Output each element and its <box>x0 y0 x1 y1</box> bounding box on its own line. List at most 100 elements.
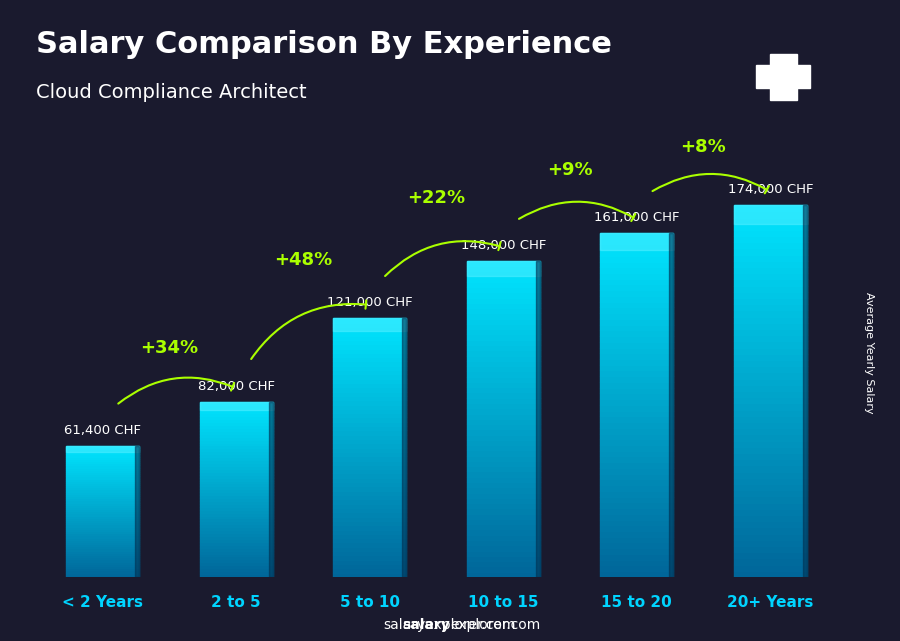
Bar <box>200 469 273 472</box>
Bar <box>200 528 273 530</box>
Bar <box>333 499 407 504</box>
Bar <box>66 509 140 512</box>
Bar <box>66 513 140 515</box>
Bar <box>66 494 140 496</box>
Bar <box>734 428 807 435</box>
Bar <box>333 469 407 474</box>
Bar <box>333 417 407 422</box>
Bar <box>734 236 807 242</box>
Bar <box>333 336 407 340</box>
Bar <box>734 435 807 440</box>
Bar <box>600 422 673 428</box>
Bar <box>200 449 273 451</box>
Bar <box>734 521 807 528</box>
Bar <box>600 376 673 382</box>
Bar <box>600 479 673 485</box>
Bar <box>466 461 540 466</box>
Bar <box>200 402 273 410</box>
Bar <box>466 313 540 319</box>
Bar <box>600 560 673 565</box>
Bar <box>756 65 810 88</box>
Bar <box>200 475 273 478</box>
Bar <box>734 267 807 273</box>
Bar <box>66 572 140 575</box>
Text: 82,000 CHF: 82,000 CHF <box>198 379 274 393</box>
Bar <box>600 273 673 279</box>
Bar <box>770 54 796 100</box>
Bar <box>734 286 807 292</box>
Bar <box>333 465 407 469</box>
Bar <box>466 392 540 397</box>
Bar <box>200 507 273 510</box>
Bar <box>66 518 140 520</box>
Text: 10 to 15: 10 to 15 <box>468 595 538 610</box>
Bar <box>333 551 407 555</box>
Bar <box>734 310 807 317</box>
Bar <box>200 408 273 410</box>
Text: Cloud Compliance Architect: Cloud Compliance Architect <box>36 83 307 103</box>
Bar <box>333 379 407 383</box>
Bar <box>466 482 540 487</box>
Bar <box>600 296 673 302</box>
Bar <box>466 335 540 340</box>
Bar <box>200 574 273 577</box>
Bar <box>333 362 407 366</box>
Bar <box>734 212 807 217</box>
Bar <box>66 463 140 465</box>
Bar <box>333 396 407 400</box>
Bar <box>600 503 673 508</box>
Bar <box>66 535 140 538</box>
Bar <box>734 484 807 490</box>
Bar <box>333 400 407 404</box>
Bar <box>734 329 807 335</box>
Bar <box>466 413 540 419</box>
Bar <box>600 394 673 399</box>
Bar <box>200 556 273 560</box>
Bar <box>734 528 807 533</box>
Bar <box>734 447 807 453</box>
Bar <box>466 487 540 492</box>
Bar <box>734 273 807 279</box>
Text: 2 to 5: 2 to 5 <box>212 595 261 610</box>
Bar <box>600 365 673 370</box>
Bar <box>66 524 140 527</box>
Text: +8%: +8% <box>680 138 726 156</box>
Bar <box>200 451 273 454</box>
Bar <box>600 531 673 537</box>
Bar <box>333 404 407 409</box>
Bar <box>466 513 540 519</box>
Bar <box>466 397 540 403</box>
Bar <box>66 512 140 513</box>
Bar <box>466 350 540 356</box>
Text: salaryexplorer.com: salaryexplorer.com <box>383 618 517 632</box>
Bar <box>600 250 673 256</box>
Bar <box>734 360 807 366</box>
Bar <box>536 261 540 577</box>
Bar <box>333 529 407 534</box>
Bar <box>66 575 140 577</box>
Bar <box>200 501 273 504</box>
Bar <box>66 555 140 557</box>
Bar <box>734 342 807 347</box>
Bar <box>66 551 140 553</box>
Bar <box>466 387 540 392</box>
Bar <box>66 538 140 540</box>
Bar <box>734 490 807 496</box>
Bar <box>734 570 807 577</box>
Bar <box>670 233 673 577</box>
Bar <box>734 254 807 261</box>
Bar <box>66 520 140 522</box>
Bar <box>333 452 407 456</box>
Bar <box>600 548 673 554</box>
Bar <box>734 217 807 224</box>
Text: +34%: +34% <box>140 339 199 357</box>
Bar <box>66 476 140 478</box>
Bar <box>466 371 540 377</box>
Bar <box>466 572 540 577</box>
Bar <box>66 546 140 549</box>
Bar <box>200 547 273 551</box>
Bar <box>200 571 273 574</box>
Bar <box>333 430 407 435</box>
Bar <box>600 342 673 347</box>
Bar <box>600 290 673 296</box>
